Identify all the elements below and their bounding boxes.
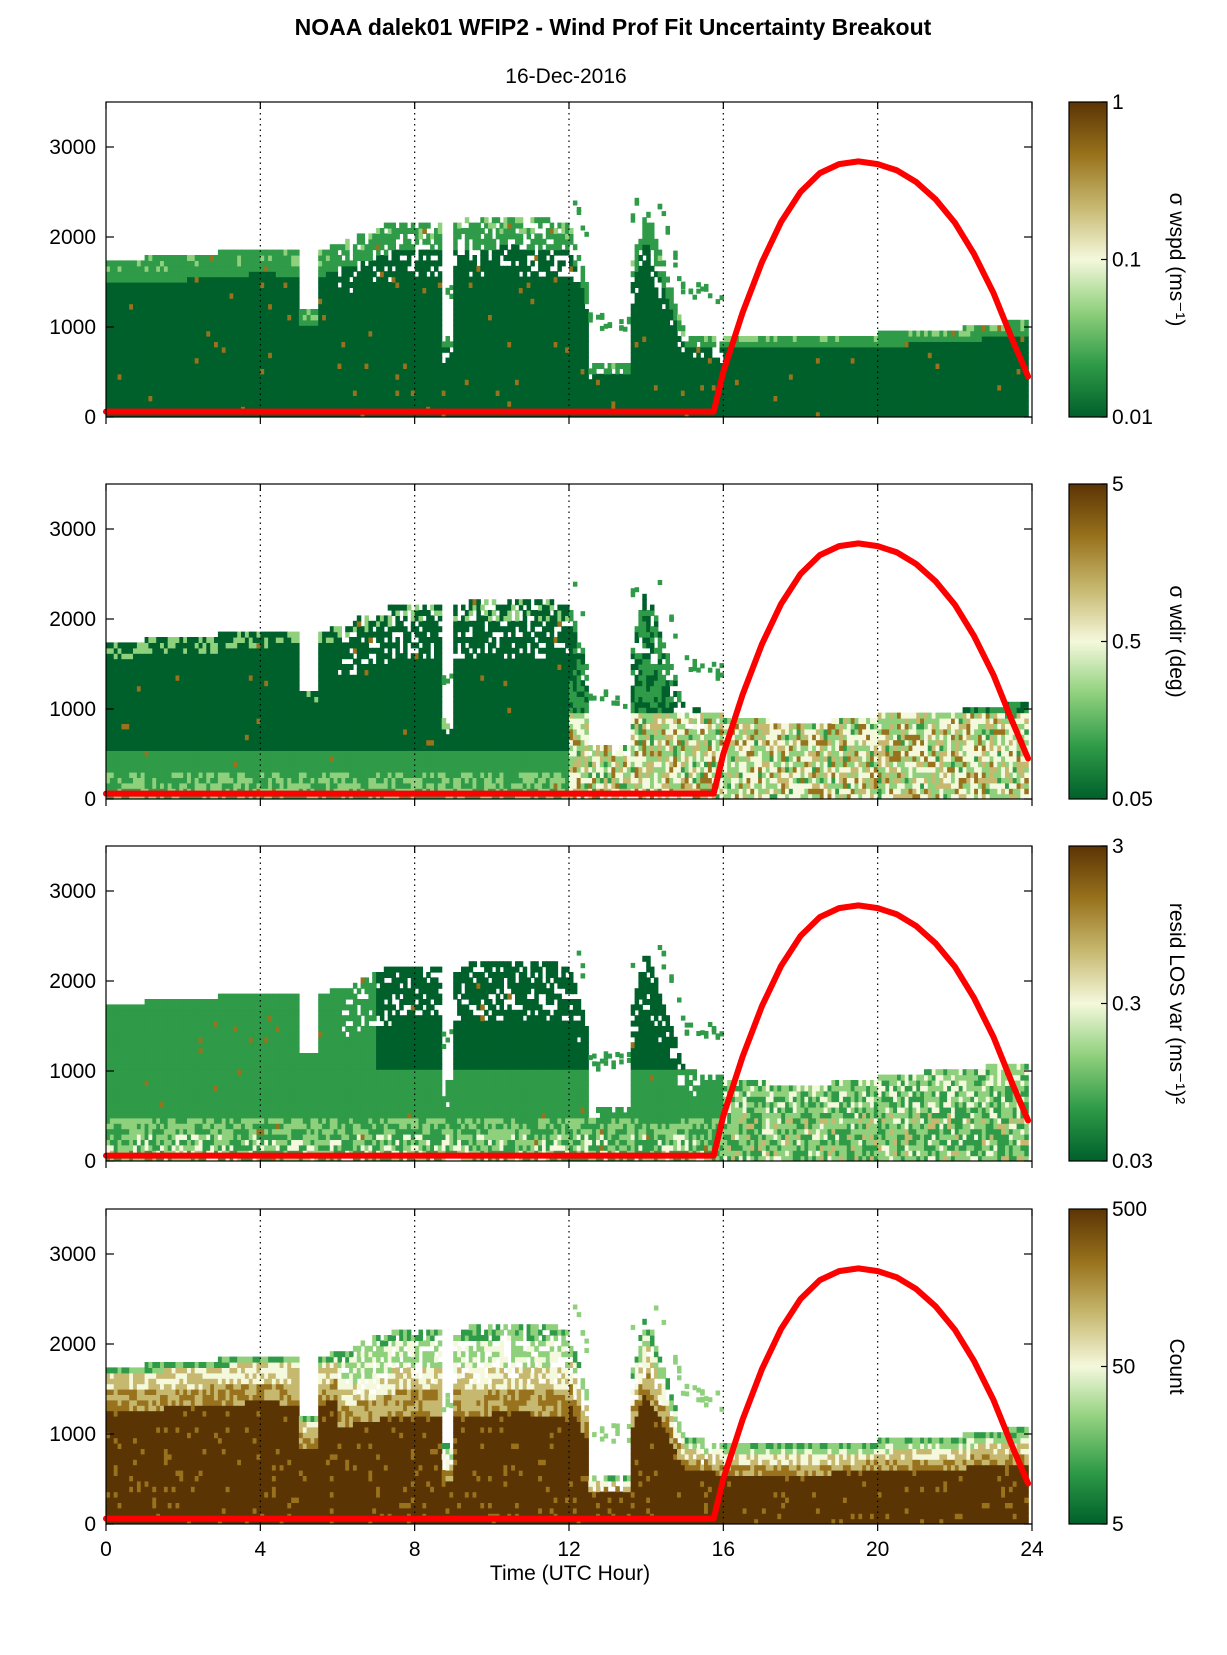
y-tick-label: 1000 (49, 698, 96, 721)
panel-count: 0 1000 2000 3000 0 4 8 12 16 20 24 500 50 5 Count (49, 1198, 1188, 1561)
solar-elevation-curve (103, 1265, 1032, 1522)
colorbar-tick-label: 0.3 (1112, 993, 1141, 1016)
colorbar-label: Count (1165, 1338, 1188, 1394)
colorbar-tick-label: 0.1 (1112, 249, 1141, 272)
x-tick-label: 24 (1020, 1538, 1044, 1561)
y-tick-label: 2000 (49, 608, 96, 631)
x-tick-label: 0 (100, 1538, 112, 1561)
y-tick-label: 3000 (49, 136, 96, 159)
y-tick-label: 1000 (49, 316, 96, 339)
colorbar-tick-label: 3 (1112, 835, 1124, 858)
solar-elevation-curve (103, 540, 1032, 797)
y-tick-label: 0 (84, 1513, 96, 1536)
x-tick-label: 20 (866, 1538, 889, 1561)
x-tick-label: 4 (254, 1538, 266, 1561)
y-tick-label: 2000 (49, 1333, 96, 1356)
x-tick-label: 16 (712, 1538, 735, 1561)
figure-title: NOAA dalek01 WFIP2 - Wind Prof Fit Uncer… (295, 14, 932, 40)
y-tick-label: 3000 (49, 518, 96, 541)
solar-elevation-curve (103, 902, 1032, 1159)
colorbar-tick-label: 0.05 (1112, 788, 1153, 811)
y-tick-label: 1000 (49, 1060, 96, 1083)
x-axis-label: Time (UTC Hour) (490, 1562, 650, 1585)
colorbar-tick-label: 1 (1112, 91, 1124, 114)
colorbar-label: σ wdir (deg) (1165, 585, 1188, 697)
figure-subtitle: 16-Dec-2016 (505, 65, 626, 88)
colorbar-tick-label: 5 (1112, 473, 1124, 496)
y-tick-label: 2000 (49, 970, 96, 993)
y-tick-label: 0 (84, 788, 96, 811)
heatmap-field (106, 945, 1029, 1161)
colorbar-tick-label: 0.01 (1112, 406, 1153, 429)
x-tick-label: 12 (557, 1538, 580, 1561)
colorbar-tick-label: 5 (1112, 1513, 1124, 1536)
panel-resid-los-var: 0 1000 2000 3000 3 0.3 0.03 resid LOS var (ms⁻¹… (49, 835, 1188, 1173)
colorbar (1068, 845, 1108, 1162)
panel-sigma-wspd: 0 1000 2000 3000 1 0.1 0.01 σ wspd (ms⁻¹) (49, 91, 1188, 429)
solar-elevation-curve (103, 158, 1032, 415)
colorbar-label: σ wspd (ms⁻¹) (1165, 193, 1188, 327)
heatmap-field (106, 1304, 1029, 1524)
y-tick-label: 0 (84, 406, 96, 429)
colorbar (1068, 1208, 1108, 1525)
colorbar (1068, 101, 1108, 418)
y-tick-label: 3000 (49, 880, 96, 903)
colorbar-tick-label: 50 (1112, 1356, 1135, 1379)
x-tick-label: 8 (409, 1538, 421, 1561)
heatmap-field (106, 197, 1029, 417)
colorbar-label: resid LOS var (ms⁻¹)² (1165, 903, 1188, 1104)
panel-sigma-wdir: 0 1000 2000 3000 5 0.5 0.05 σ wdir (deg) (49, 473, 1188, 811)
colorbar-tick-label: 500 (1112, 1198, 1147, 1221)
colorbar-tick-label: 0.03 (1112, 1150, 1153, 1173)
y-tick-label: 1000 (49, 1423, 96, 1446)
colorbar (1068, 483, 1108, 800)
y-tick-label: 2000 (49, 226, 96, 249)
colorbar-tick-label: 0.5 (1112, 631, 1141, 654)
heatmap-field (106, 580, 1029, 799)
y-tick-label: 3000 (49, 1243, 96, 1266)
y-tick-label: 0 (84, 1150, 96, 1173)
